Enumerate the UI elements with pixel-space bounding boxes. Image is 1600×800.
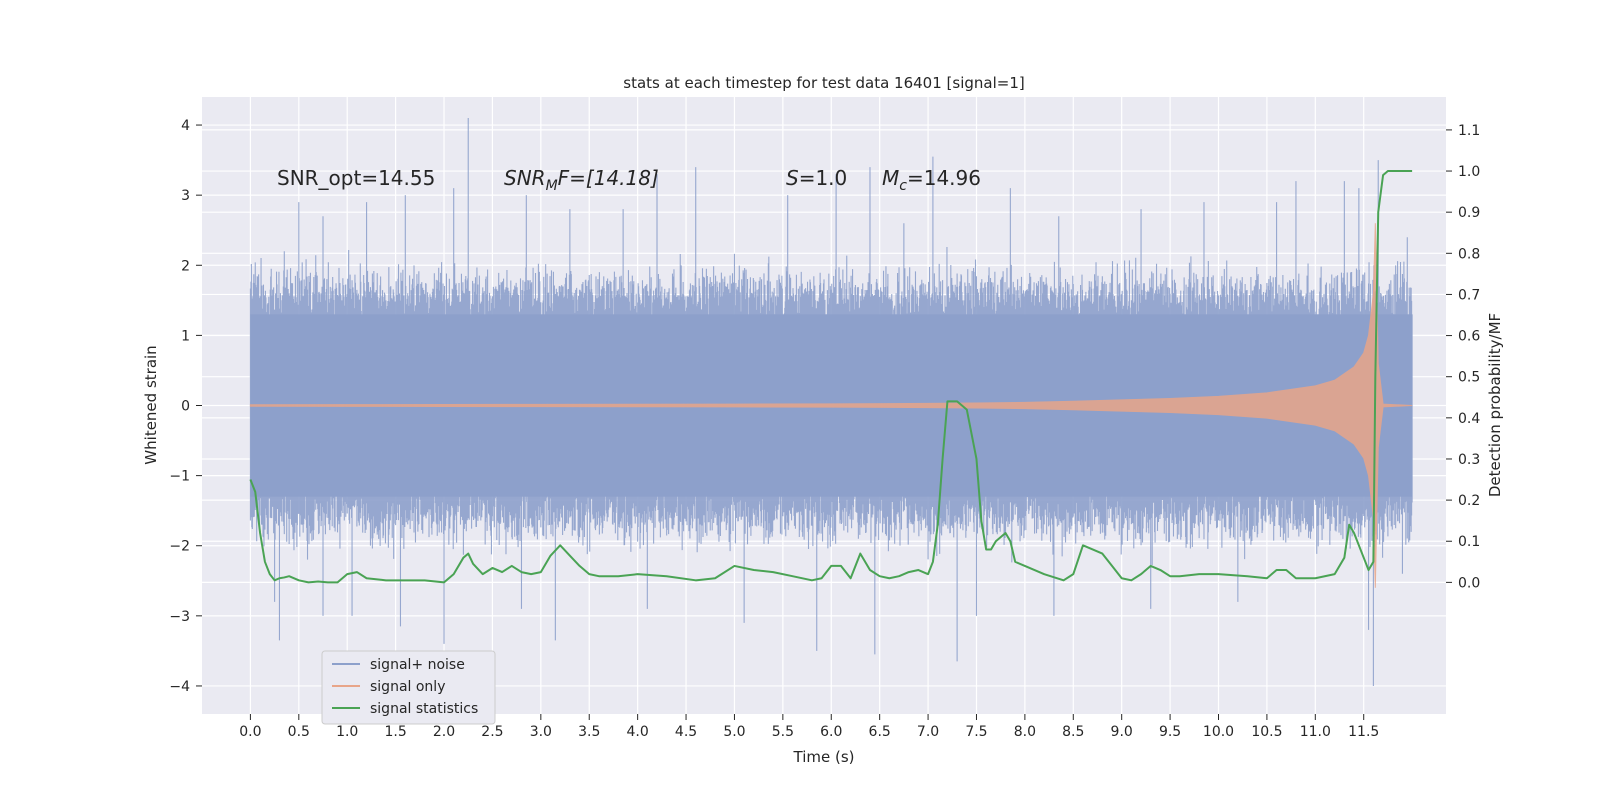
y2-tick-label: 0.2 [1458,493,1480,509]
annotation-s-value: =1.0 [799,166,848,190]
x-tick-label: 8.0 [1014,724,1036,740]
annotation-mc-symbol: M [882,166,899,190]
y-tick-label: −3 [169,609,190,625]
annotation-mc: Mc=14.96 [882,166,981,194]
x-tick-label: 9.0 [1111,724,1133,740]
y-tick-label: −2 [169,539,190,555]
legend-label-signal-statistics: signal statistics [370,701,478,717]
legend-label-signal-noise: signal+ noise [370,657,465,673]
y2-axis-label: Detection probability/MF [1486,313,1504,497]
y-tick-label: 4 [181,118,190,134]
y-tick-label: 1 [181,328,190,344]
series-signal-statistics [249,170,1413,584]
x-tick-label: 4.0 [627,724,649,740]
y2-tick-label: 0.0 [1458,575,1480,591]
y-axis-ticks: 4 3 2 1 0 −1 −2 −3 −4 [169,118,202,695]
annotation-snr-mf: SNRMF=[14.18] [504,166,659,194]
y2-tick-label: 1.0 [1458,164,1480,180]
y-tick-label: 3 [181,188,190,204]
y2-tick-label: 0.1 [1458,534,1480,550]
x-tick-label: 8.5 [1062,724,1084,740]
x-tick-label: 2.0 [433,724,455,740]
x-tick-label: 7.5 [965,724,987,740]
annotation-snr-mf-subscript: M [546,178,558,194]
y2-tick-label: 0.3 [1458,452,1480,468]
y-tick-label: 0 [181,399,190,415]
x-tick-label: 5.5 [772,724,794,740]
y2-tick-label: 0.4 [1458,411,1480,427]
legend-label-signal-only: signal only [370,679,445,695]
x-tick-label: 10.0 [1203,724,1234,740]
x-axis-label: Time (s) [793,748,855,766]
chart-title: stats at each timestep for test data 164… [623,74,1024,92]
x-tick-label: 7.0 [917,724,939,740]
x-tick-label: 10.5 [1251,724,1282,740]
annotation-snr-mf-value: F=[14.18] [558,166,659,190]
annotation-mc-subscript: c [899,178,907,194]
annotation-snr-opt: SNR_opt=14.55 [277,166,435,190]
x-tick-label: 1.5 [384,724,406,740]
annotation-s-symbol: S [786,166,799,190]
annotations: SNR_opt=14.55 SNRMF=[14.18] S=1.0 Mc=14.… [277,166,981,194]
x-tick-label: 0.0 [239,724,261,740]
y-tick-label: −4 [169,679,190,695]
y2-tick-label: 1.1 [1458,123,1480,139]
y2-tick-label: 0.8 [1458,246,1480,262]
x-tick-label: 4.5 [675,724,697,740]
y2-tick-label: 0.7 [1458,287,1480,303]
y2-axis-ticks: 1.1 1.0 0.9 0.8 0.7 0.6 0.5 0.4 0.3 0.2 0.1 0.0 [1446,123,1480,591]
y2-tick-label: 0.9 [1458,205,1480,221]
x-tick-label: 3.5 [578,724,600,740]
annotation-s: S=1.0 [786,166,847,190]
x-tick-label: 3.0 [530,724,552,740]
x-tick-label: 6.5 [869,724,891,740]
x-tick-label: 9.5 [1159,724,1181,740]
y2-tick-label: 0.5 [1458,370,1480,386]
x-tick-label: 5.0 [723,724,745,740]
series-signal-only [249,223,1413,588]
x-tick-label: 11.0 [1300,724,1331,740]
x-tick-label: 11.5 [1348,724,1379,740]
legend: signal+ noise signal only signal statist… [321,650,496,725]
x-axis-ticks: 0.0 0.5 1.0 1.5 2.0 2.5 3.0 3.5 4.0 4.5 5.0 5.5 6.0 6… [239,714,1379,740]
y-tick-label: 2 [181,258,190,274]
x-tick-label: 6.0 [820,724,842,740]
x-tick-label: 2.5 [481,724,503,740]
x-tick-label: 1.0 [336,724,358,740]
annotation-snr-mf-symbol: SNR [504,166,546,190]
x-tick-label: 0.5 [288,724,310,740]
y-tick-label: −1 [169,469,190,485]
y2-tick-label: 0.6 [1458,329,1480,345]
legend-box [321,650,496,725]
y-axis-label: Whitened strain [142,345,160,464]
annotation-mc-value: =14.96 [907,166,981,190]
series-layer [249,118,1413,686]
